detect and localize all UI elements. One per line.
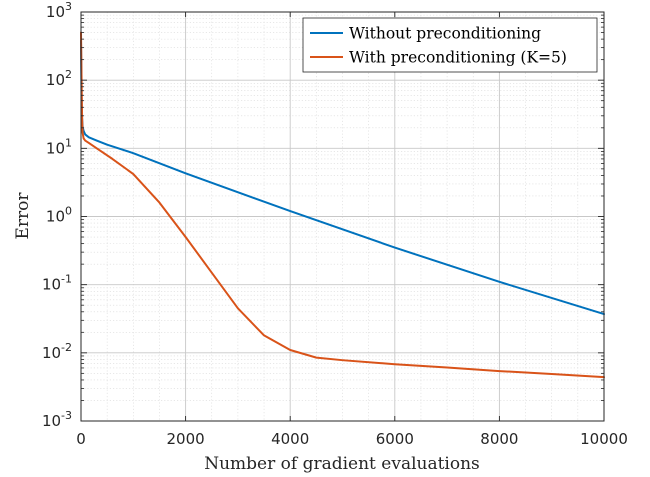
- legend-label-with-preconditioning: With preconditioning (K=5): [349, 49, 567, 67]
- major-grid: [81, 12, 604, 421]
- y-tick-label: 10-3: [42, 409, 72, 430]
- x-tick-labels: 0 2000 4000 6000 8000 10000: [76, 430, 628, 448]
- series-layer: [80, 31, 605, 379]
- x-tick-label: 2000: [167, 430, 205, 448]
- x-tick-label: 0: [76, 430, 86, 448]
- y-tick-label: 101: [46, 136, 72, 157]
- legend-label-without-preconditioning: Without preconditioning: [349, 25, 541, 43]
- x-tick-label: 10000: [580, 430, 628, 448]
- series-line-with-preconditioning: [80, 31, 605, 379]
- legend: Without preconditioning With preconditio…: [302, 17, 598, 73]
- x-tick-label: 4000: [271, 430, 309, 448]
- y-tick-label: 10-1: [42, 273, 72, 294]
- y-axis-label: Error: [13, 192, 33, 240]
- legend-box: [302, 17, 598, 73]
- y-tick-labels: 10-3 10-2 10-1 100 101 102 103: [42, 0, 72, 430]
- y-tick-label: 102: [46, 68, 72, 89]
- y-tick-label: 100: [46, 205, 72, 226]
- y-tick-label: 103: [46, 0, 72, 21]
- x-tick-label: 6000: [376, 430, 414, 448]
- axis-ticks: [80, 11, 605, 422]
- x-axis-label: Number of gradient evaluations: [204, 454, 480, 474]
- y-tick-label: 10-2: [42, 341, 72, 362]
- x-tick-label: 8000: [480, 430, 518, 448]
